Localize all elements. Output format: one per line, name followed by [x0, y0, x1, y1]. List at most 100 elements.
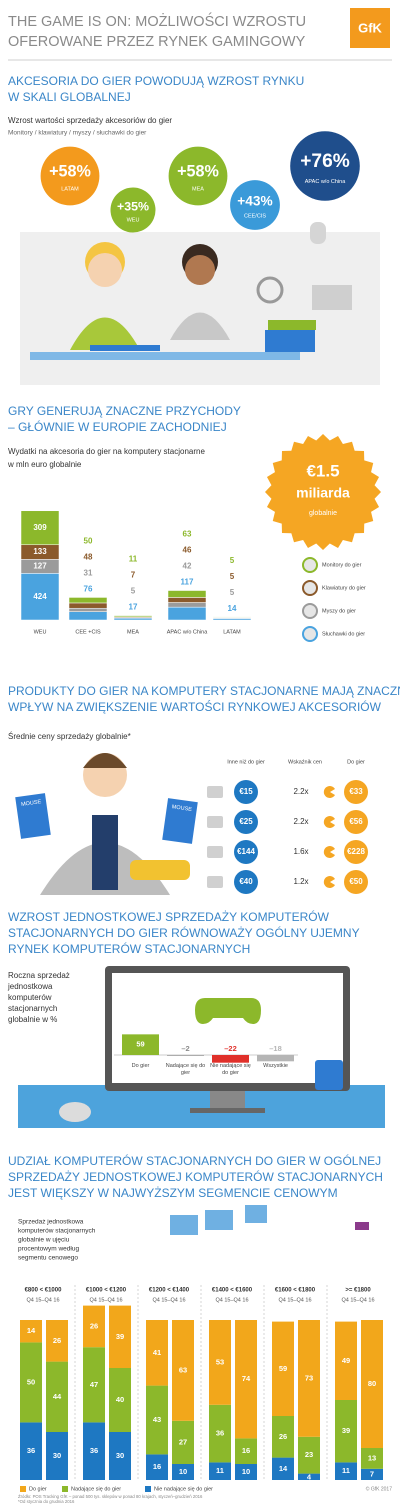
legend-swatch — [145, 1486, 151, 1492]
bar-segment — [167, 606, 207, 621]
price-value: €228 — [347, 847, 365, 856]
section-heading: WZROST JEDNOSTKOWEJ SPRZEDAŻY KOMPUTERÓW — [8, 909, 330, 924]
value-label: –18 — [269, 1044, 282, 1053]
price-value: €144 — [237, 847, 255, 856]
group-label: €800 < €1000 — [25, 1288, 63, 1294]
legend-label: Nie nadające się do gier — [154, 1486, 213, 1492]
subtitle: Sprzedaż jednostkowa — [18, 1219, 84, 1226]
value-label: 59 — [136, 1040, 144, 1049]
value-label: 47 — [90, 1380, 98, 1389]
legend-icon — [302, 557, 318, 573]
value-label: 309 — [33, 523, 47, 532]
subtitle: Wydatki na akcesoria do gier na komputer… — [8, 447, 205, 456]
bubble-region: CEE/CIS — [244, 214, 266, 220]
value-label: 63 — [183, 530, 192, 539]
group-period: Q4 15–Q4 16 — [26, 1297, 59, 1303]
price-ratio: 1.2x — [293, 877, 308, 886]
bar-segment — [83, 1305, 105, 1348]
bubble-value: +35% — [117, 200, 149, 214]
value-label: 17 — [129, 603, 138, 612]
section-heading: STACJONARNYCH DO GIER RÓWNOWAŻY OGÓLNY U… — [8, 925, 360, 940]
box-label: MOUSE — [171, 804, 192, 813]
price-circle — [344, 780, 368, 804]
price-value: €40 — [239, 877, 253, 886]
box-label: MOUSE — [21, 799, 42, 808]
price-value: €25 — [239, 817, 253, 826]
value-label: 14 — [27, 1326, 36, 1335]
mug — [315, 1060, 343, 1090]
bubble-region: LATAM — [61, 187, 79, 193]
monitor-screen — [112, 973, 343, 1083]
value-label: 26 — [90, 1321, 98, 1330]
bar-segment — [335, 1321, 357, 1400]
bar-segment — [361, 1320, 383, 1448]
value-label: 59 — [279, 1364, 287, 1373]
value-label: 14 — [279, 1464, 288, 1473]
bar-segment — [113, 615, 153, 618]
section-heading: UDZIAŁ KOMPUTERÓW STACJONARNYCH DO GIER … — [8, 1153, 381, 1168]
value-label: 46 — [183, 546, 192, 555]
price-value: €50 — [349, 877, 363, 886]
device-icon — [207, 816, 223, 828]
bar-segment — [20, 1342, 42, 1423]
value-label: 11 — [342, 1466, 350, 1475]
section-heading: JEST WIĘKSZY W NAJWYŻSZYM SEGMENCIE CENO… — [8, 1186, 338, 1200]
bar-segment — [109, 1432, 131, 1480]
legend-icon — [302, 580, 318, 596]
value-label: 5 — [230, 556, 235, 565]
group-period: Q4 15–Q4 16 — [89, 1297, 122, 1303]
footnote: *Od stycznia do grudnia 2016 — [18, 1499, 75, 1504]
value-label: 16 — [242, 1446, 250, 1455]
bar-segment — [167, 597, 207, 603]
bar-segment — [172, 1420, 194, 1464]
subtitle: globalnie w ujęciu — [18, 1237, 70, 1244]
bar-segment — [109, 1305, 131, 1368]
value-label: –2 — [181, 1044, 189, 1053]
bar — [257, 1055, 294, 1062]
bar-segment — [209, 1404, 231, 1463]
value-label: 4 — [307, 1473, 312, 1482]
subtitle: w mln euro globalnie — [7, 460, 82, 469]
section-heading: PRODUKTY DO GIER NA KOMPUTERY STACJONARN… — [8, 684, 400, 698]
x-tick-label: LATAM — [223, 629, 241, 635]
value-label: 10 — [179, 1467, 187, 1476]
logo-box — [350, 8, 390, 48]
mouse-box — [162, 798, 198, 844]
logo: GfK — [358, 20, 382, 35]
value-label: 44 — [53, 1392, 62, 1401]
bar-segment — [146, 1385, 168, 1455]
bar-segment — [235, 1320, 257, 1439]
bar-segment — [109, 1368, 131, 1432]
group-period: Q4 15–Q4 16 — [278, 1297, 311, 1303]
group-label: €1600 < €1800 — [275, 1288, 316, 1294]
value-label: 73 — [305, 1373, 313, 1382]
bar-segment — [272, 1457, 294, 1480]
value-label: 80 — [368, 1379, 376, 1388]
price-ratio: 2.2x — [293, 817, 308, 826]
value-label: 5 — [131, 587, 136, 596]
legend-label: Monitory do gier — [322, 562, 362, 568]
bar-segment — [167, 590, 207, 598]
bar-segment — [68, 602, 108, 609]
value-label: 48 — [84, 553, 93, 562]
price-circle — [234, 810, 258, 834]
gamers-illustration — [30, 222, 352, 360]
total-badge — [265, 434, 381, 550]
value-label: 127 — [33, 561, 47, 570]
x-tick-label: WEU — [34, 629, 47, 635]
subtitle: jednostkowa — [7, 982, 53, 991]
group-label: >= €1800 — [345, 1288, 371, 1294]
x-tick-label: Nadające się do gier — [165, 1063, 206, 1076]
bar-segment — [212, 616, 252, 618]
bar-segment — [209, 1462, 231, 1480]
value-label: 39 — [116, 1332, 124, 1341]
value-label: 7 — [131, 571, 136, 580]
bar-segment — [172, 1320, 194, 1421]
bar-segment — [235, 1464, 257, 1480]
monitor-base — [190, 1108, 265, 1113]
bar-segment — [167, 602, 207, 608]
value-label: 11 — [216, 1466, 224, 1475]
bar-segment — [272, 1416, 294, 1458]
